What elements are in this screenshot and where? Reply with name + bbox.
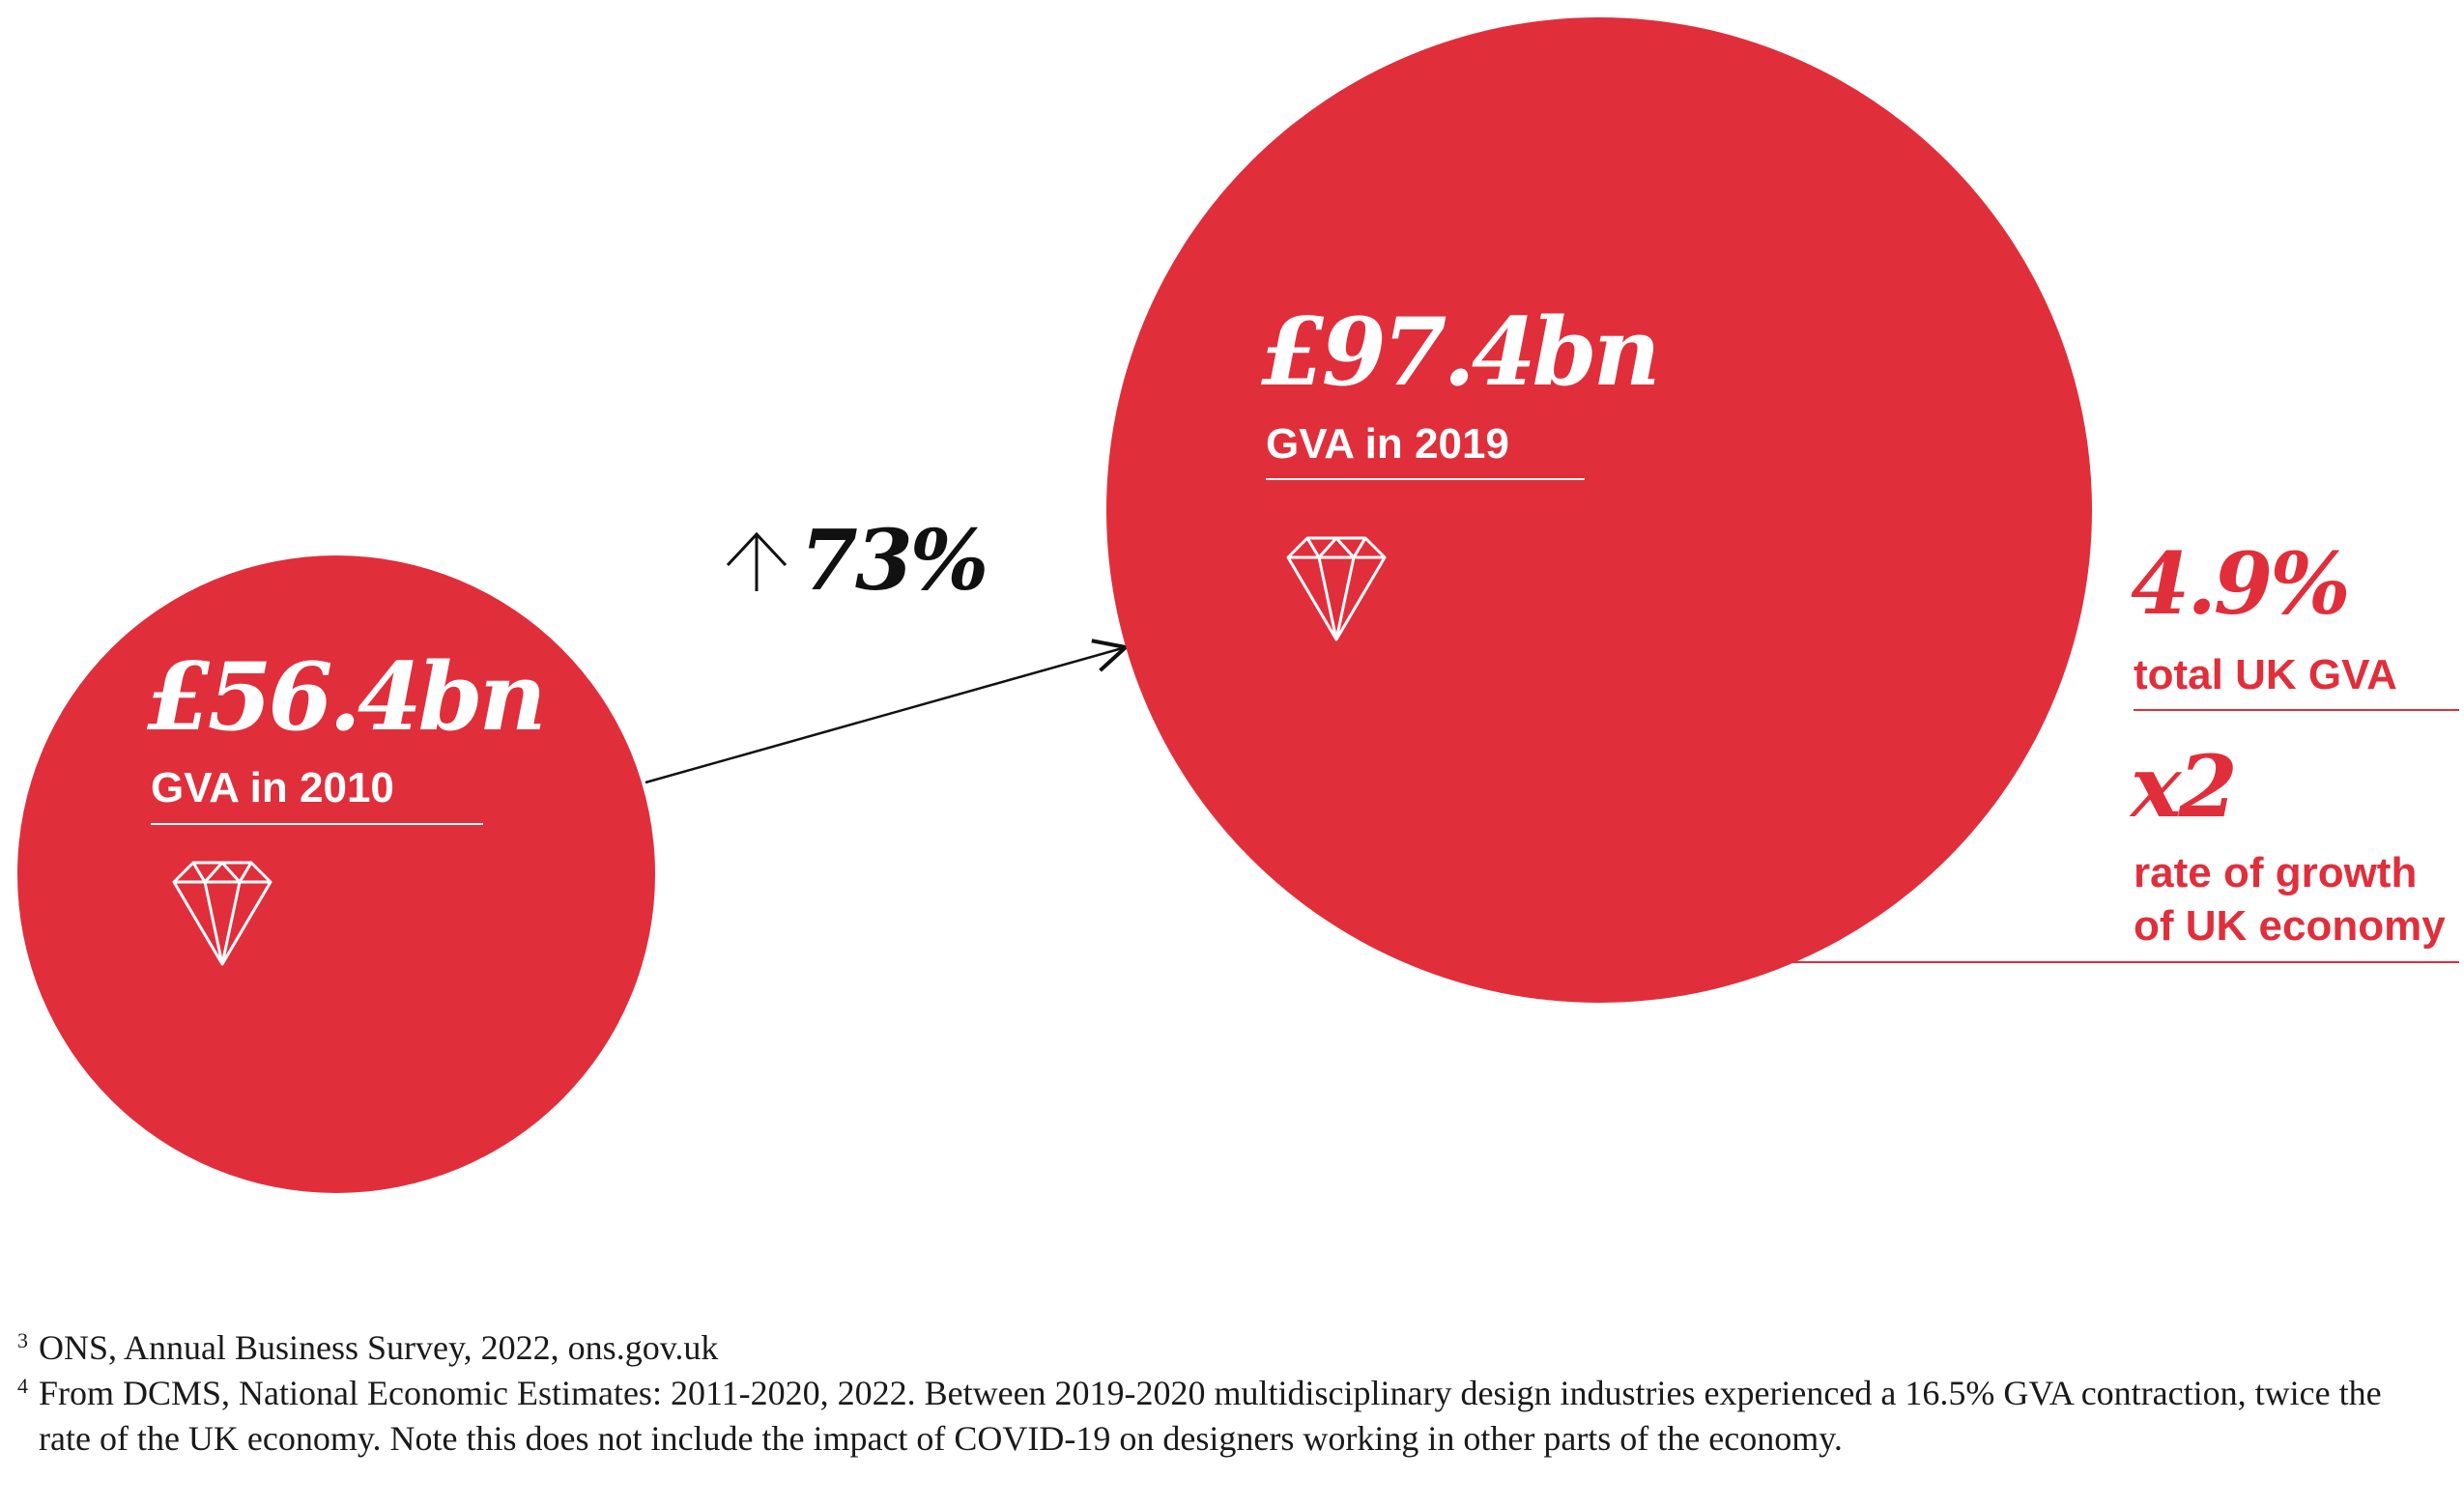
footnote: 4 From DCMS, National Economic Estimates:…: [17, 1371, 2433, 1462]
footnote-text: ONS, Annual Business Survey, 2022, ons.g…: [39, 1328, 719, 1367]
stat-total-uk-gva-label: total UK GVA: [2134, 651, 2397, 698]
footnote-marker: 4: [17, 1374, 28, 1398]
bubble-2019-value: £97.4bn: [1261, 298, 1657, 407]
growth-percentage: 73%: [800, 512, 987, 610]
bubble-2019-label: GVA in 2019: [1266, 420, 1509, 468]
growth-connector-arrow: [645, 647, 1126, 784]
stat-total-uk-gva-value: 4.9%: [2131, 533, 2348, 634]
stat-growth-rate: x2 rate of growth of UK economy: [1788, 736, 2459, 963]
bubble-2010-circle: [17, 555, 655, 1193]
bubble-2019-circle: [1106, 17, 2092, 1003]
up-arrow-icon: [726, 531, 788, 591]
bubble-2010-label: GVA in 2010: [151, 764, 394, 811]
footnote-text: From DCMS, National Economic Estimates: …: [39, 1374, 2382, 1458]
growth-annotation: 73%: [726, 512, 989, 610]
bubble-2010-value: £56.4bn: [147, 642, 543, 752]
footnotes: 3 ONS, Annual Business Survey, 2022, ons.…: [17, 1325, 2433, 1462]
footnote-marker: 3: [17, 1328, 28, 1352]
bubble-2019: £97.4bn GVA in 2019: [1106, 17, 2092, 1003]
stat-growth-rate-value: x2: [2129, 736, 2235, 837]
stat-growth-rate-label-line-2: of UK economy: [2134, 902, 2446, 950]
bubble-2010: £56.4bn GVA in 2010: [17, 555, 655, 1193]
stat-total-uk-gva: 4.9% total UK GVA: [2131, 533, 2459, 711]
stat-growth-rate-label-line-1: rate of growth: [2134, 849, 2417, 896]
footnote: 3 ONS, Annual Business Survey, 2022, ons.…: [17, 1325, 2433, 1371]
